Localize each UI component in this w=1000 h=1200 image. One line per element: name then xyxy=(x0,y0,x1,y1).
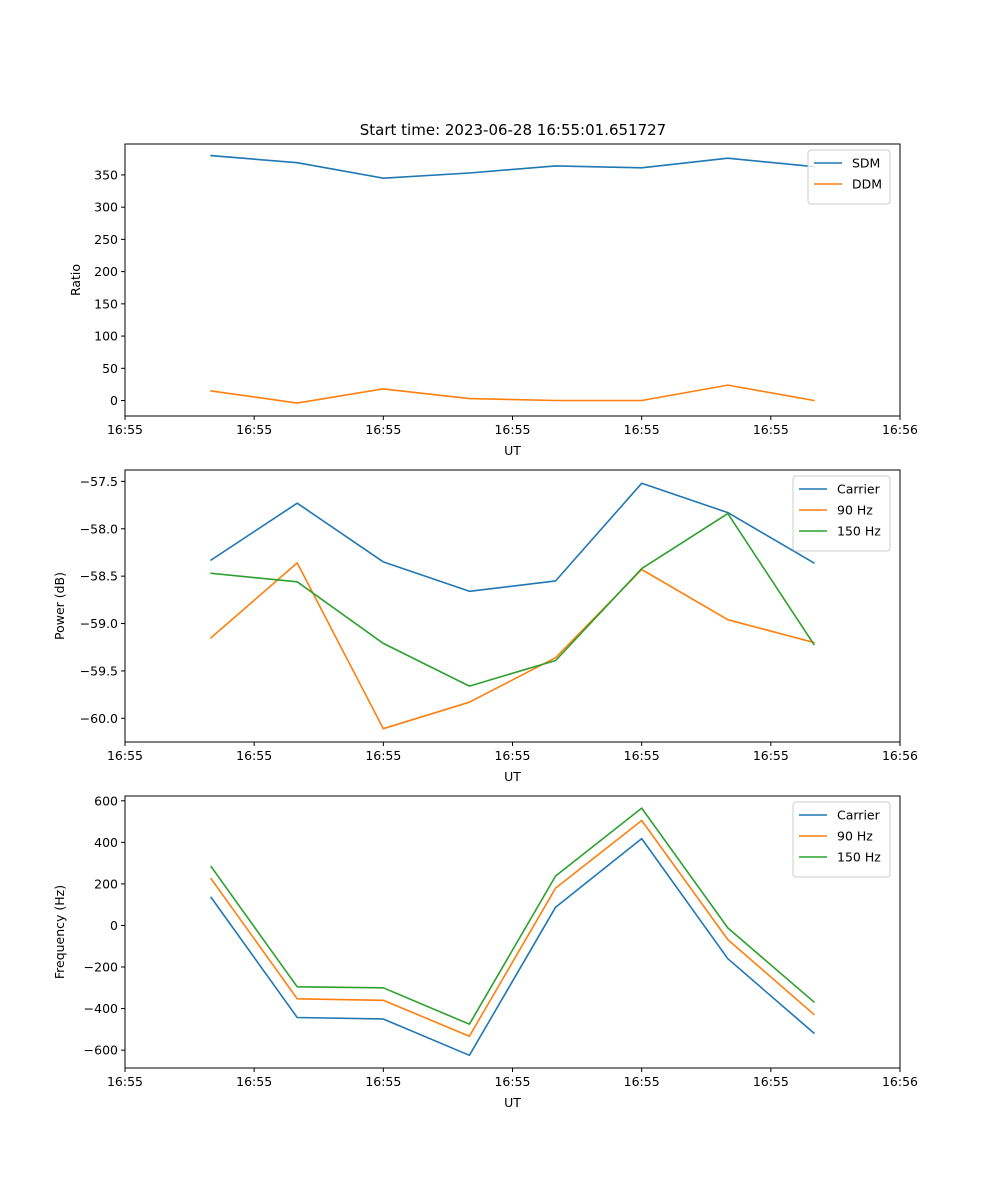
x-tick-label: 16:55 xyxy=(365,1074,401,1089)
y-tick-label: −58.5 xyxy=(80,569,118,584)
series-line-90-hz xyxy=(209,562,815,730)
x-tick-label: 16:55 xyxy=(365,748,401,763)
x-tick-label: 16:55 xyxy=(365,422,401,437)
y-tick-label: 0 xyxy=(110,918,118,933)
legend-label: DDM xyxy=(852,177,882,192)
y-tick-label: 300 xyxy=(94,200,118,215)
x-tick-label: 16:56 xyxy=(882,748,918,763)
series-line-sdm xyxy=(210,154,815,179)
y-axis-label: Frequency (Hz) xyxy=(52,885,67,979)
x-tick-label: 16:55 xyxy=(624,1074,660,1089)
series-line-ddm xyxy=(210,384,815,404)
x-tick-label: 16:55 xyxy=(753,1074,789,1089)
y-tick-label: 400 xyxy=(94,835,118,850)
legend: Carrier 90 Hz 150 Hz xyxy=(792,475,891,552)
legend: SDM DDM xyxy=(807,149,891,205)
y-tick-label: 200 xyxy=(94,876,118,891)
y-tick-label: 150 xyxy=(94,296,118,311)
legend-label: 150 Hz xyxy=(837,524,881,539)
plot-frame xyxy=(124,469,901,743)
legend-label: 90 Hz xyxy=(837,503,873,518)
y-axis-label: Ratio xyxy=(68,264,83,296)
y-tick-label: 0 xyxy=(110,393,118,408)
x-tick-label: 16:55 xyxy=(494,748,530,763)
y-tick-label: 50 xyxy=(102,361,118,376)
y-tick-label: 600 xyxy=(94,793,118,808)
y-tick-label: −400 xyxy=(84,1001,118,1016)
y-tick-label: −59.5 xyxy=(80,663,118,678)
legend-label: Carrier xyxy=(837,482,881,497)
x-tick-label: 16:55 xyxy=(236,1074,272,1089)
x-tick-label: 16:56 xyxy=(882,422,918,437)
x-tick-label: 16:55 xyxy=(236,748,272,763)
x-tick-label: 16:55 xyxy=(624,748,660,763)
x-axis-label: UT xyxy=(504,769,521,784)
plot-frame xyxy=(124,143,901,417)
y-tick-label: −60.0 xyxy=(80,711,118,726)
x-tick-label: 16:55 xyxy=(494,1074,530,1089)
plot-frame xyxy=(124,795,901,1069)
x-tick-label: 16:55 xyxy=(494,422,530,437)
series-line-150-hz xyxy=(210,512,816,687)
x-tick-label: 16:55 xyxy=(624,422,660,437)
ratio-panel: 16:55 16:55 16:55 16:55 16:55 16:55 16:56 0 50 10… xyxy=(68,143,918,458)
y-tick-label: 250 xyxy=(94,232,118,247)
y-tick-label: −600 xyxy=(84,1043,118,1058)
y-tick-label: 200 xyxy=(94,264,118,279)
y-tick-label: −57.5 xyxy=(80,474,118,489)
y-tick-label: −200 xyxy=(84,960,118,975)
series-line-carrier xyxy=(209,837,816,1057)
series-line-90-hz xyxy=(209,819,816,1037)
legend-label: 150 Hz xyxy=(837,850,881,865)
series-line-carrier xyxy=(209,482,815,593)
x-tick-label: 16:55 xyxy=(107,1074,143,1089)
x-axis-label: UT xyxy=(504,443,521,458)
series-line-150-hz xyxy=(209,807,816,1025)
x-tick-label: 16:55 xyxy=(107,422,143,437)
figure-title: Start time: 2023-06-28 16:55:01.651727 xyxy=(360,121,666,139)
x-axis-label: UT xyxy=(504,1095,521,1110)
x-tick-label: 16:55 xyxy=(236,422,272,437)
y-tick-label: 100 xyxy=(94,329,118,344)
x-tick-label: 16:56 xyxy=(882,1074,918,1089)
legend-label: 90 Hz xyxy=(837,829,873,844)
x-tick-label: 16:55 xyxy=(753,422,789,437)
legend-label: Carrier xyxy=(837,808,881,823)
legend-label: SDM xyxy=(852,156,880,171)
legend: Carrier 90 Hz 150 Hz xyxy=(792,801,891,878)
power-panel: 16:55 16:55 16:55 16:55 16:55 16:55 16:56 −60.0… xyxy=(52,469,918,784)
y-axis-label: Power (dB) xyxy=(52,572,67,640)
legend-box xyxy=(792,801,891,878)
legend-box xyxy=(792,475,891,552)
y-tick-label: −59.0 xyxy=(80,616,118,631)
x-tick-label: 16:55 xyxy=(753,748,789,763)
frequency-panel: 16:55 16:55 16:55 16:55 16:55 16:55 16:56 −600 −… xyxy=(52,793,918,1110)
y-tick-label: 350 xyxy=(94,167,118,182)
x-tick-label: 16:55 xyxy=(107,748,143,763)
y-tick-label: −58.0 xyxy=(80,521,118,536)
